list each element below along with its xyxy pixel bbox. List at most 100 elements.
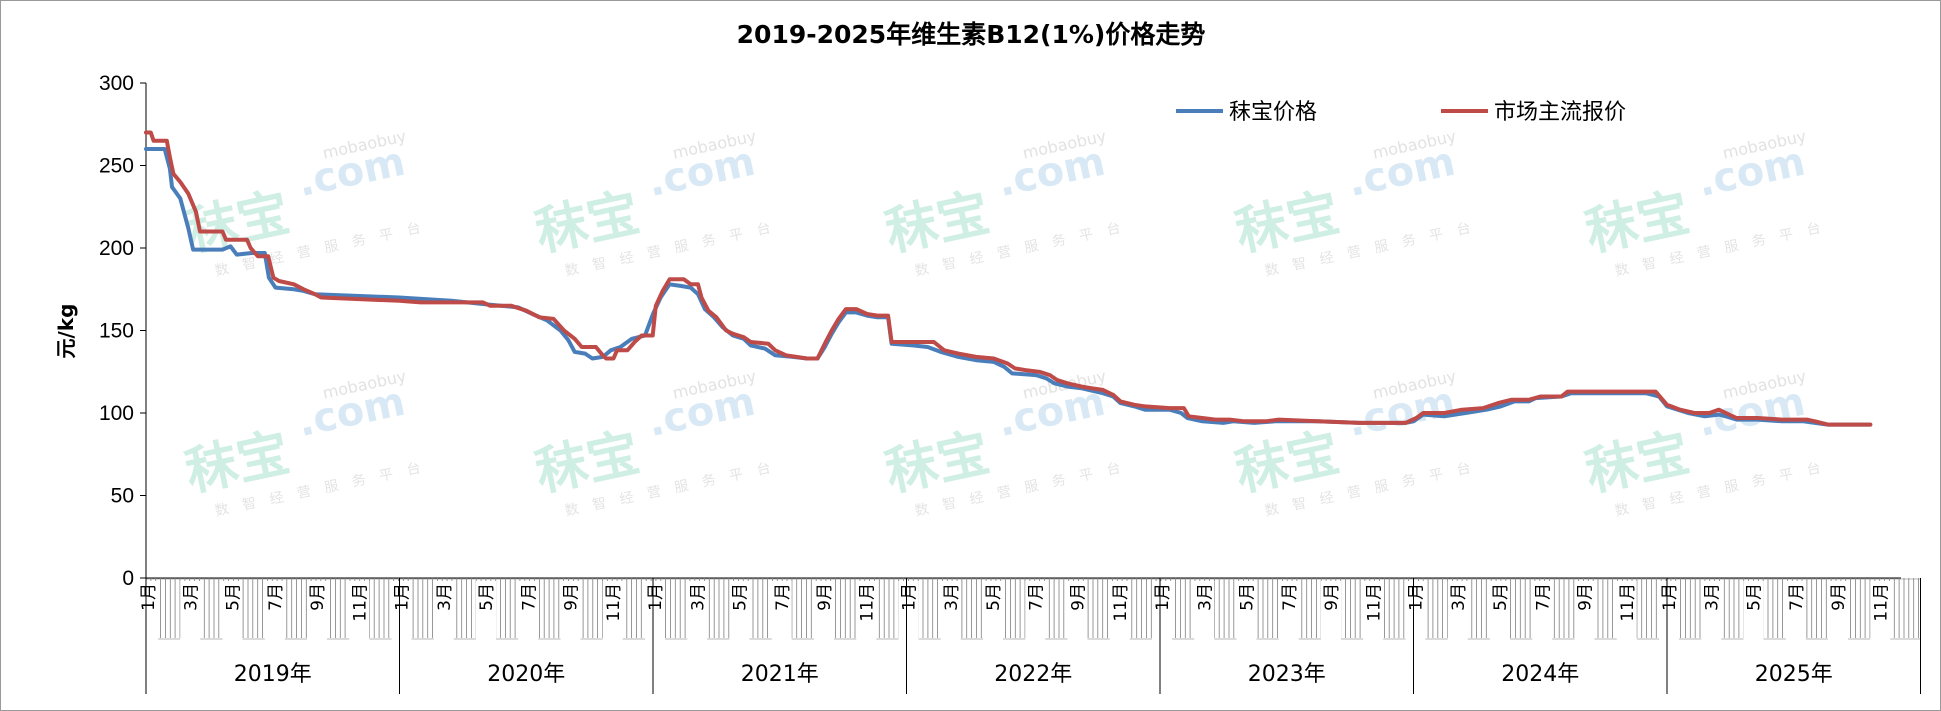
x-month-label: 5月 [984,583,1004,611]
x-month-label-bg [518,581,539,645]
y-tick-label: 150 [99,320,134,343]
x-month-label: 9月 [308,583,328,611]
x-month-label-bg [1363,581,1384,645]
x-month-label-bg [1828,581,1848,645]
x-month-label: 5月 [477,583,497,611]
x-month-label-bg [222,581,243,645]
x-month-label: 9月 [1576,583,1596,611]
x-month-label-bg [1194,581,1215,645]
x-month-label-bg [391,581,412,645]
y-tick-label: 50 [111,485,134,508]
legend: 秣宝价格 市场主流报价 [1176,100,1626,125]
x-month-label-bg [1447,581,1468,645]
x-year-label: 2024年 [1501,662,1579,687]
x-month-label: 11月 [857,583,877,622]
x-month-label-bg [1701,581,1722,645]
x-month-label-bg [1743,581,1764,645]
x-month-label-bg [729,581,750,645]
x-month-label: 7月 [773,583,793,611]
x-month-label-bg [433,581,454,645]
y-axis: 0 50 100 150 200 250 300 [99,72,147,590]
x-month-label-bg [560,581,581,645]
series-line-market [144,130,1873,427]
x-month-label: 9月 [1829,583,1849,611]
x-month-label-bg [138,581,158,645]
x-month-label-bg [602,581,623,645]
x-month-label: 3月 [435,583,455,611]
x-month-label: 1月 [1153,583,1173,611]
x-month-label-bg [1659,581,1679,645]
x-year-label: 2019年 [234,662,312,687]
x-axis: 1月 3月 5月 7月 9月 11月 1月 3月 5月 7月 9月 11月 1月 3月 5月 7月 9月 11月 1… [138,577,1921,694]
x-month-label-bg [983,581,1003,645]
y-tick-label: 200 [99,237,134,260]
x-month-label: 7月 [1280,583,1300,611]
x-year-label: 2022年 [994,662,1072,687]
x-month-label-bg [898,581,919,645]
x-month-label: 1月 [900,583,920,611]
x-month-label-bg [307,581,327,645]
x-month-label-bg [1109,581,1130,645]
x-month-label: 3月 [1449,583,1469,611]
x-month-label-bg [1490,581,1510,645]
y-tick-label: 0 [122,567,134,590]
x-month-label-bg [1025,581,1046,645]
x-year-label: 2023年 [1248,662,1326,687]
y-tick-label: 250 [99,155,134,178]
x-month-label-bg [856,581,877,645]
x-month-label: 5月 [1491,583,1511,611]
x-month-label: 3月 [688,583,708,611]
x-month-label: 11月 [1618,583,1638,622]
x-month-label: 11月 [1111,583,1131,622]
legend-label-mobao: 秣宝价格 [1229,100,1317,125]
x-year-label: 2020年 [487,662,565,687]
x-month-label: 5月 [1745,583,1765,611]
x-month-label: 1月 [393,583,413,611]
x-month-label: 5月 [731,583,751,611]
x-month-label: 11月 [350,583,370,622]
x-month-label: 1月 [646,583,666,611]
legend-label-market: 市场主流报价 [1494,100,1626,125]
x-month-label: 11月 [1364,583,1384,622]
x-month-label: 9月 [815,583,835,611]
x-month-label: 7月 [1026,583,1046,611]
x-month-label-bg [180,581,201,645]
x-month-label: 7月 [266,583,286,611]
x-month-label-bg [1321,581,1341,645]
x-month-label: 5月 [224,583,244,611]
x-month-label: 9月 [562,583,582,611]
x-month-label-bg [1574,581,1595,645]
x-month-label-bg [1616,581,1637,645]
x-year-label: 2025年 [1755,662,1833,687]
x-month-label: 3月 [1195,583,1215,611]
x-month-label-bg [940,581,961,645]
y-tick-label: 100 [99,402,134,425]
y-tick-label: 300 [99,72,134,95]
x-month-label: 9月 [1069,583,1089,611]
x-month-label-bg [687,581,708,645]
x-month-label: 5月 [1238,583,1258,611]
chart-title: 2019-2025年维生素B12(1%)价格走势 [737,20,1206,49]
x-month-label: 1月 [1660,583,1680,611]
x-month-label-bg [476,581,496,645]
x-month-label: 7月 [1533,583,1553,611]
x-month-label: 11月 [604,583,624,622]
x-month-label-bg [814,581,834,645]
x-month-label: 3月 [181,583,201,611]
x-month-label-bg [1532,581,1553,645]
x-month-label: 3月 [942,583,962,611]
x-month-label: 1月 [1407,583,1427,611]
y-axis-label: 元/kg [54,304,78,359]
x-month-label-bg [264,581,285,645]
x-month-label-bg [645,581,665,645]
